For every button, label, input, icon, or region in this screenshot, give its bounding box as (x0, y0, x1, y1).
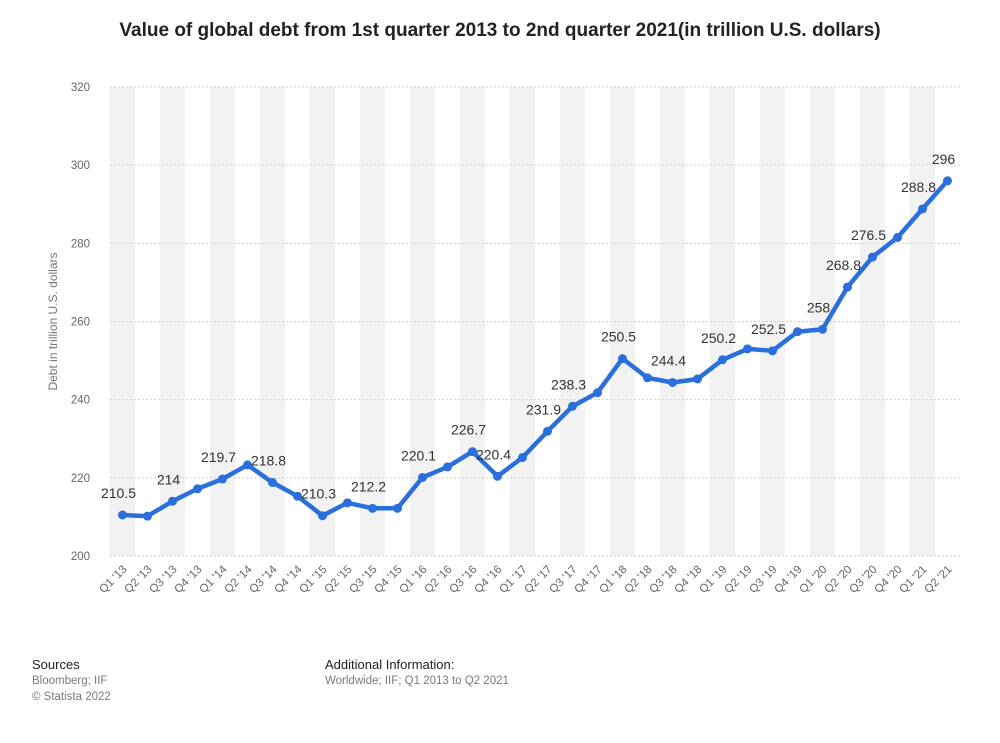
data-point[interactable] (268, 478, 277, 488)
data-point[interactable] (243, 460, 252, 470)
chart-title: Value of global debt from 1st quarter 20… (119, 20, 881, 41)
data-point[interactable] (918, 204, 927, 214)
data-point[interactable] (718, 355, 727, 365)
series-line (120, 178, 950, 519)
copyright-text: © Statista 2022 (32, 691, 111, 703)
data-points (118, 176, 952, 521)
data-point[interactable] (893, 232, 902, 242)
data-label: 219.7 (201, 449, 236, 465)
data-point[interactable] (593, 388, 602, 398)
data-point[interactable] (568, 401, 577, 411)
y-tick-label: 280 (71, 238, 90, 250)
line-chart: 200 220 240 260 280 300 320 Debt in trillion U… (46, 82, 960, 596)
data-label: 226.7 (451, 422, 486, 438)
data-point[interactable] (843, 282, 852, 292)
y-tick-label: 240 (71, 395, 90, 407)
data-label: 220.1 (401, 447, 436, 463)
y-tick-label: 260 (71, 317, 90, 329)
data-label: 268.8 (826, 257, 861, 273)
data-point[interactable] (643, 373, 652, 383)
data-label: 276.5 (851, 227, 886, 243)
data-point[interactable] (293, 491, 302, 501)
data-point[interactable] (493, 471, 502, 481)
data-point[interactable] (443, 462, 452, 472)
band (460, 87, 485, 556)
band (560, 87, 585, 556)
data-label: 214 (157, 471, 181, 487)
y-axis-label: Debt in trillion U.S. dollars (46, 252, 60, 390)
sources-text[interactable]: Bloomberg; IIF (32, 675, 108, 687)
data-point[interactable] (668, 377, 677, 387)
data-label: 250.5 (601, 329, 636, 345)
additional-info-block: Additional Information: Worldwide; IIF; … (325, 657, 509, 689)
y-tick-label: 300 (71, 160, 90, 172)
data-label: 296 (932, 151, 956, 167)
band (160, 87, 185, 556)
data-point[interactable] (943, 176, 952, 186)
data-label: 238.3 (551, 376, 586, 392)
band (360, 87, 385, 556)
data-point[interactable] (618, 354, 627, 364)
data-point[interactable] (518, 453, 527, 463)
data-point[interactable] (468, 447, 477, 457)
band (760, 87, 785, 556)
data-point[interactable] (818, 324, 827, 334)
data-labels: 210.5 214 219.7 218.8 210.3 212.2 220.1 226.7 22… (101, 151, 955, 502)
additional-info-text: Worldwide; IIF; Q1 2013 to Q2 2021 (325, 675, 509, 687)
data-point[interactable] (318, 511, 327, 521)
gridlines (110, 86, 960, 557)
y-tick-label: 320 (71, 82, 90, 94)
data-label: 258 (807, 299, 831, 315)
sources-heading: Sources (32, 657, 80, 672)
data-point[interactable] (393, 503, 402, 513)
band (660, 87, 685, 556)
data-point[interactable] (543, 426, 552, 436)
sources-block: Sources Bloomberg; IIF © Statista 2022 (32, 657, 111, 705)
data-point[interactable] (343, 498, 352, 508)
y-tick-label: 200 (71, 551, 90, 563)
data-point[interactable] (143, 511, 152, 521)
data-point[interactable] (118, 510, 127, 520)
y-tick-label: 220 (71, 473, 90, 485)
data-label: 288.8 (901, 179, 936, 195)
data-label: 210.5 (101, 485, 136, 501)
data-label: 231.9 (526, 401, 561, 417)
additional-info-heading: Additional Information: (325, 657, 455, 672)
data-point[interactable] (168, 496, 177, 506)
data-label: 244.4 (651, 352, 686, 368)
data-label: 210.3 (301, 486, 336, 502)
data-point[interactable] (868, 252, 877, 262)
data-point[interactable] (418, 472, 427, 482)
data-point[interactable] (368, 503, 377, 513)
data-label: 250.2 (701, 330, 736, 346)
data-point[interactable] (743, 344, 752, 354)
data-label: 220.4 (476, 446, 511, 462)
data-point[interactable] (193, 484, 202, 494)
data-point[interactable] (768, 346, 777, 356)
data-label: 212.2 (351, 478, 386, 494)
y-axis-ticks: 200 220 240 260 280 300 320 (71, 82, 90, 563)
data-point[interactable] (693, 374, 702, 384)
data-label: 218.8 (251, 453, 286, 469)
x-tick-label: Q2 '21 (922, 564, 954, 596)
data-point[interactable] (793, 327, 802, 337)
data-point[interactable] (218, 474, 227, 484)
data-label: 252.5 (751, 321, 786, 337)
band (860, 87, 885, 556)
